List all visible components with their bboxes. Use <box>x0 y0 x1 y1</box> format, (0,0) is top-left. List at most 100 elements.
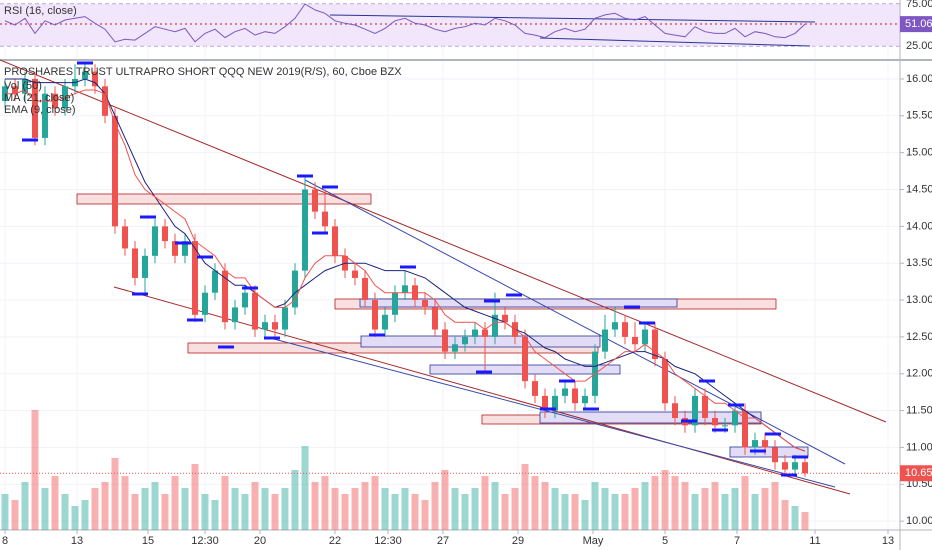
x-tick-label: 15 <box>142 535 154 547</box>
candle-body <box>142 255 148 278</box>
volume-bar <box>251 482 259 530</box>
legend-volume: Vol (50) <box>4 80 42 92</box>
rsi-tick-label: 25.00 <box>906 40 932 52</box>
x-tick-label: 12:30 <box>191 535 219 547</box>
volume-bar <box>701 488 709 530</box>
volume-bar <box>371 476 379 530</box>
volume-bar <box>571 494 579 530</box>
candle-body <box>662 359 668 404</box>
candle-body <box>572 388 578 404</box>
volume-bar <box>41 488 49 530</box>
candle-body <box>212 270 218 293</box>
legend-ma: MA (21, close) <box>4 92 74 104</box>
volume-bar <box>311 482 319 530</box>
volume-bar <box>281 488 289 530</box>
candle-body <box>692 395 698 426</box>
candle-body <box>252 292 258 330</box>
volume-bar <box>211 500 219 530</box>
volume-bar <box>521 464 529 530</box>
drawings <box>0 14 900 495</box>
volume-bar <box>581 500 589 530</box>
candle-body <box>752 440 758 448</box>
volume-bar <box>121 476 129 530</box>
candle-body <box>802 462 808 474</box>
y-tick-label: 12.50 <box>906 331 932 343</box>
volume-bar <box>491 482 499 530</box>
rsi-band <box>0 4 900 46</box>
rsi-last-label: 51.06 <box>905 18 932 30</box>
ema-line <box>5 89 806 452</box>
candle-body <box>792 462 798 470</box>
volume-bar <box>631 488 639 530</box>
volume-bar <box>71 506 79 530</box>
x-tick-label: 12:30 <box>374 535 402 547</box>
volume-bar <box>511 488 519 530</box>
volume-bar <box>601 488 609 530</box>
candle-body <box>452 344 458 352</box>
candle-body <box>402 285 408 293</box>
x-tick-label: 8 <box>2 535 8 547</box>
legend-ema: EMA (9, close) <box>4 104 76 116</box>
candle-body <box>172 241 178 256</box>
candle-body <box>732 410 738 426</box>
volume-bar <box>1 494 9 530</box>
volume-bar <box>151 482 159 530</box>
candle-body <box>522 336 528 382</box>
candle-body <box>222 270 228 323</box>
volume-bar <box>431 482 439 530</box>
volume-bar <box>351 488 359 530</box>
trend-line <box>304 179 846 465</box>
volume-bar <box>551 488 559 530</box>
candle-body <box>82 71 88 79</box>
volume-bar <box>421 500 429 530</box>
candle-body <box>552 395 558 411</box>
candle-body <box>332 226 338 256</box>
price-layer <box>2 3 808 477</box>
volume-bar <box>161 494 169 530</box>
candle-body <box>32 78 38 138</box>
x-tick-label: 5 <box>662 535 668 547</box>
candle-body <box>422 300 428 308</box>
volume-bar <box>11 500 19 530</box>
candle-body <box>382 314 388 330</box>
candle-body <box>282 307 288 330</box>
volume-bar <box>471 488 479 530</box>
candle-body <box>312 189 318 212</box>
last-price-label: 10.65 <box>905 467 932 479</box>
y-tick-label: 14.00 <box>906 220 932 232</box>
candle-body <box>132 248 138 278</box>
volume-bar <box>391 494 399 530</box>
volume-bar <box>691 494 699 530</box>
volume-bar <box>341 494 349 530</box>
volume-bar <box>191 464 199 530</box>
candle-body <box>202 292 208 315</box>
y-tick-label: 11.00 <box>906 441 932 453</box>
candle-body <box>782 462 788 470</box>
volume-bar <box>231 488 239 530</box>
candle-body <box>272 322 278 330</box>
candle-body <box>632 336 638 345</box>
y-tick-label: 12.00 <box>906 368 932 380</box>
volume-bar <box>261 488 269 530</box>
volume-bar <box>641 482 649 530</box>
candle-body <box>152 226 158 256</box>
last-price-tag <box>900 465 932 482</box>
candle-body <box>122 226 128 249</box>
candle-body <box>612 322 618 330</box>
volume-bar <box>661 470 669 530</box>
candle-body <box>672 403 678 418</box>
x-tick-label: 7 <box>734 535 740 547</box>
x-tick-label: 13 <box>882 535 894 547</box>
candle-body <box>12 86 18 94</box>
candle-body <box>702 395 708 418</box>
x-tick-label: 20 <box>254 535 266 547</box>
volume-bar <box>561 494 569 530</box>
candle-body <box>602 329 608 352</box>
candle-body <box>772 447 778 463</box>
trend-line <box>269 337 836 488</box>
candle-body <box>362 277 368 301</box>
candle-body <box>322 211 328 227</box>
candle-body <box>432 307 438 330</box>
candle-body <box>42 93 48 138</box>
